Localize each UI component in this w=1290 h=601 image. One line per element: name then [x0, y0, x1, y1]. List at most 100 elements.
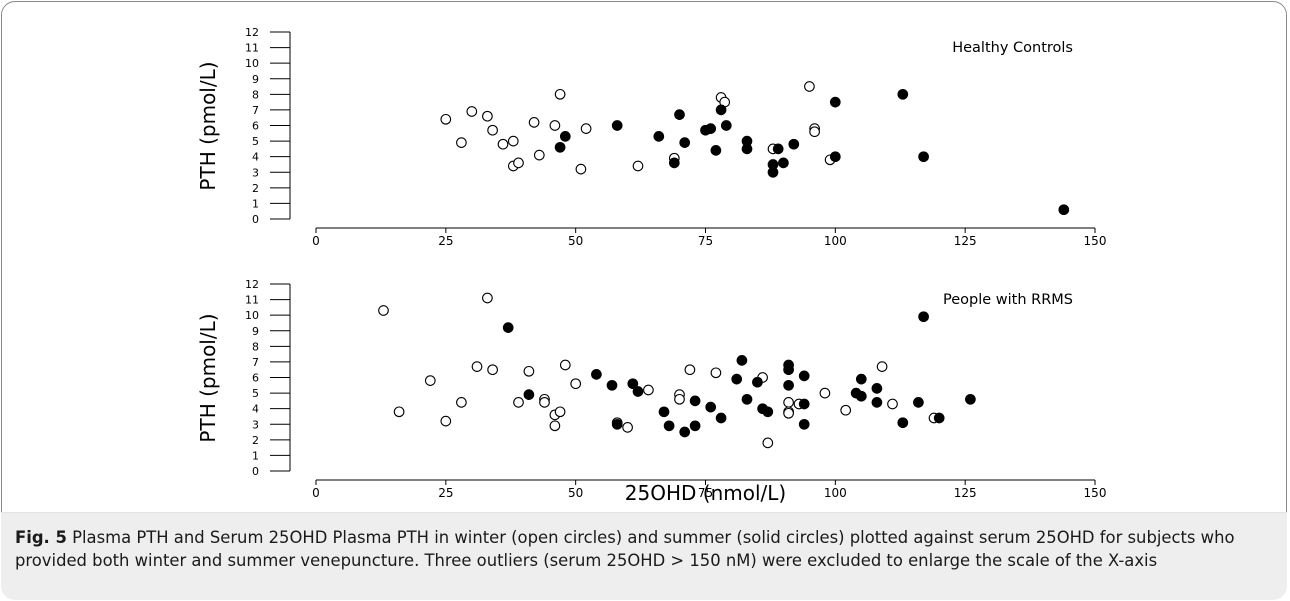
winter-point: [528, 117, 540, 128]
summer-point: [559, 131, 571, 142]
summer-point: [523, 389, 535, 400]
winter-point: [840, 404, 852, 416]
summer-point: [918, 151, 929, 163]
y-tick-label: 8: [252, 88, 259, 101]
figure-caption: Fig. 5 Plasma PTH and Serum 25OHD Plasma…: [15, 526, 1277, 572]
x-tick-label: 25: [438, 486, 453, 500]
summer-point: [674, 109, 685, 120]
y-tick-label: 12: [245, 278, 259, 291]
y-tick-label: 3: [252, 418, 259, 431]
summer-point: [502, 322, 514, 333]
y-tick-label: 5: [252, 135, 259, 148]
winter-point: [632, 160, 644, 172]
winter-point: [559, 359, 571, 371]
summer-point: [741, 143, 753, 155]
winter-point: [393, 406, 405, 418]
y-tick-label: 2: [252, 182, 259, 195]
caption-text: Plasma PTH and Serum 25OHD Plasma PTH in…: [15, 528, 1235, 570]
winter-point: [487, 124, 498, 136]
x-tick-label: 125: [954, 234, 977, 248]
summer-point: [611, 418, 623, 430]
summer-point: [663, 420, 675, 432]
y-tick-label: 9: [252, 73, 259, 86]
y-tick-label: 8: [252, 340, 259, 353]
summer-point: [689, 420, 701, 432]
y-tick-label: 7: [252, 356, 259, 369]
x-tick-label: 25: [438, 234, 453, 248]
winter-point: [507, 135, 519, 147]
summer-point: [871, 397, 883, 408]
summer-point: [788, 138, 800, 150]
caption-background: [1, 512, 1287, 600]
summer-point: [591, 369, 602, 380]
summer-point: [855, 373, 867, 385]
summer-point: [913, 397, 924, 408]
summer-point: [715, 104, 727, 116]
y-tick-label: 6: [252, 120, 259, 133]
x-tick-label: 100: [824, 234, 847, 248]
y-tick-label: 12: [245, 26, 259, 39]
winter-point: [570, 378, 582, 390]
summer-point: [715, 412, 727, 424]
winter-point: [674, 393, 685, 405]
summer-point: [829, 151, 841, 163]
winter-point: [466, 106, 478, 117]
y-tick-label: 0: [252, 213, 259, 226]
x-tick-label: 150: [1084, 486, 1107, 500]
winter-point: [471, 361, 483, 372]
summer-point: [741, 393, 753, 405]
summer-point: [762, 406, 774, 418]
x-tick-label: 100: [824, 486, 847, 500]
summer-point: [933, 412, 945, 424]
x-tick-label: 0: [312, 486, 320, 500]
summer-point: [705, 401, 717, 413]
summer-point: [798, 398, 810, 410]
summer-point: [1058, 204, 1070, 216]
winter-point: [762, 437, 774, 449]
winter-point: [684, 364, 696, 376]
winter-point: [580, 123, 592, 134]
y-tick-label: 4: [252, 403, 259, 416]
summer-point: [778, 157, 789, 169]
y-tick-label: 4: [252, 151, 259, 164]
winter-point: [876, 361, 888, 372]
winter-point: [487, 364, 498, 376]
y-tick-label: 10: [245, 309, 259, 322]
winter-point: [523, 365, 535, 377]
winter-point: [456, 137, 467, 148]
summer-point: [720, 120, 732, 131]
winter-point: [482, 292, 493, 304]
summer-point: [798, 418, 810, 430]
y-tick-label: 5: [252, 387, 259, 400]
winter-point: [497, 138, 509, 150]
x-tick-label: 125: [954, 486, 977, 500]
summer-point: [829, 96, 841, 108]
summer-point: [710, 145, 722, 156]
winter-point: [440, 113, 452, 125]
winter-point: [622, 422, 633, 433]
x-tick-label: 50: [568, 486, 583, 500]
x-axis-label: 25OHD (nmol/L): [625, 481, 786, 505]
summer-point: [554, 141, 566, 153]
winter-point: [456, 397, 467, 408]
winter-point: [424, 375, 436, 386]
winter-point: [533, 149, 545, 161]
summer-point: [772, 143, 784, 155]
y-tick-label: 7: [252, 104, 259, 117]
summer-point: [783, 364, 794, 376]
summer-point: [855, 390, 867, 402]
y-axis-label: PTH (pmol/L): [196, 61, 220, 190]
summer-point: [736, 355, 748, 366]
y-tick-label: 10: [245, 57, 259, 70]
winter-point: [783, 407, 794, 419]
winter-point: [554, 406, 566, 418]
winter-point: [643, 384, 654, 396]
winter-point: [887, 398, 898, 410]
x-tick-label: 0: [312, 234, 320, 248]
summer-point: [783, 379, 794, 391]
summer-point: [658, 406, 670, 418]
summer-point: [653, 131, 665, 142]
winter-point: [819, 387, 831, 399]
